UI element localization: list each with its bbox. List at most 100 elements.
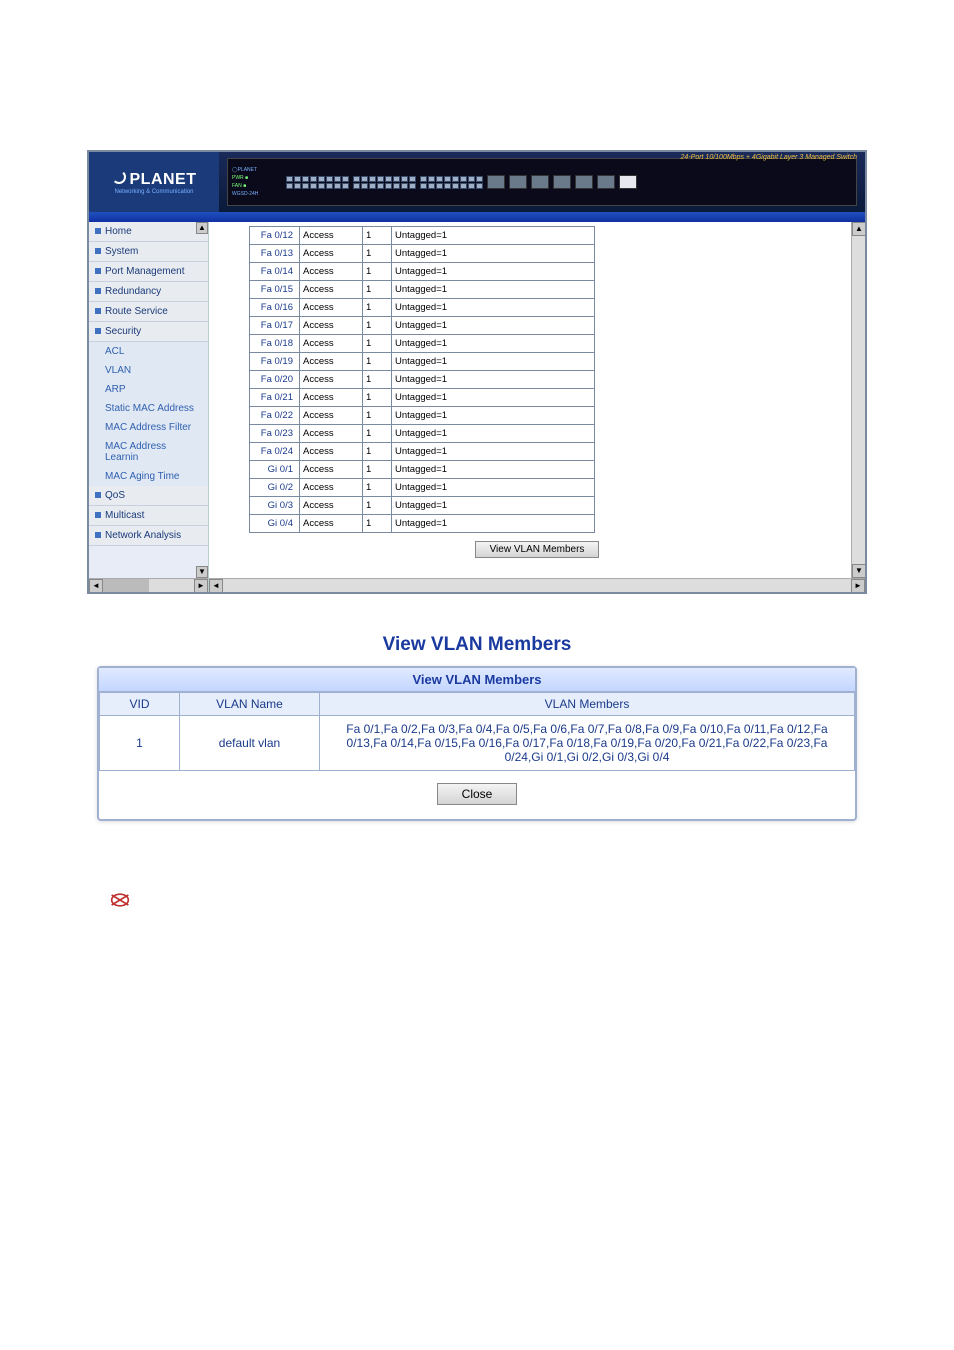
- tag-input[interactable]: [395, 338, 591, 349]
- tag-input[interactable]: [395, 266, 591, 277]
- sidebar-item[interactable]: Security: [89, 322, 208, 342]
- tag-input[interactable]: [395, 374, 591, 385]
- table-row: Fa 0/21: [250, 389, 595, 407]
- sidebar-item[interactable]: Route Service: [89, 302, 208, 322]
- tag-input[interactable]: [395, 392, 591, 403]
- sidebar-subitem[interactable]: MAC Address Learnin: [89, 437, 208, 467]
- sidebar-item[interactable]: Home: [89, 222, 208, 242]
- scroll-up-icon[interactable]: ▲: [196, 222, 208, 234]
- pvid-input[interactable]: [366, 320, 388, 331]
- pvid-input[interactable]: [366, 338, 388, 349]
- tag-input[interactable]: [395, 302, 591, 313]
- pvid-input[interactable]: [366, 500, 388, 511]
- scroll-down-icon[interactable]: ▼: [852, 564, 865, 578]
- sidebar-item[interactable]: Network Analysis: [89, 526, 208, 546]
- mode-input[interactable]: [303, 500, 359, 511]
- mode-input[interactable]: [303, 392, 359, 403]
- pvid-input[interactable]: [366, 392, 388, 403]
- tag-input[interactable]: [395, 284, 591, 295]
- tag-input[interactable]: [395, 464, 591, 475]
- mode-input[interactable]: [303, 230, 359, 241]
- pvid-input[interactable]: [366, 428, 388, 439]
- pvid-input[interactable]: [366, 464, 388, 475]
- mode-input[interactable]: [303, 320, 359, 331]
- scroll-left-icon[interactable]: ◄: [89, 579, 103, 592]
- cell-mode: [300, 497, 363, 515]
- close-button[interactable]: Close: [437, 783, 518, 805]
- pvid-input[interactable]: [366, 266, 388, 277]
- sidebar-item[interactable]: Port Management: [89, 262, 208, 282]
- pvid-input[interactable]: [366, 374, 388, 385]
- sidebar-subitem[interactable]: MAC Address Filter: [89, 418, 208, 437]
- mode-input[interactable]: [303, 248, 359, 259]
- tag-input[interactable]: [395, 500, 591, 511]
- scroll-right-icon[interactable]: ►: [194, 579, 208, 592]
- top-banner: PLANET Networking & Communication 24-Por…: [89, 152, 865, 212]
- sfp-slot: [531, 175, 549, 189]
- table-row: Fa 0/24: [250, 443, 595, 461]
- content-vert-scrollbar[interactable]: ▲ ▼: [851, 222, 865, 578]
- tag-input[interactable]: [395, 410, 591, 421]
- cell-port: Fa 0/22: [250, 407, 300, 425]
- mode-input[interactable]: [303, 338, 359, 349]
- cell-port: Fa 0/13: [250, 245, 300, 263]
- tag-input[interactable]: [395, 482, 591, 493]
- sidebar-subitem[interactable]: VLAN: [89, 361, 208, 380]
- sfp-slot: [509, 175, 527, 189]
- sidebar-subitem[interactable]: ARP: [89, 380, 208, 399]
- tag-input[interactable]: [395, 320, 591, 331]
- mode-input[interactable]: [303, 428, 359, 439]
- scroll-left-icon[interactable]: ◄: [209, 579, 223, 592]
- sidebar-item[interactable]: Redundancy: [89, 282, 208, 302]
- sidebar-subitem[interactable]: MAC Aging Time: [89, 467, 208, 486]
- cell-tag: [392, 479, 595, 497]
- mode-input[interactable]: [303, 464, 359, 475]
- tag-input[interactable]: [395, 428, 591, 439]
- pvid-input[interactable]: [366, 284, 388, 295]
- pvid-input[interactable]: [366, 446, 388, 457]
- sidebar-subitem[interactable]: ACL: [89, 342, 208, 361]
- mode-input[interactable]: [303, 410, 359, 421]
- square-bullet-icon: [95, 328, 101, 334]
- pvid-input[interactable]: [366, 356, 388, 367]
- sidebar-horiz-scrollbar[interactable]: ◄ ►: [89, 578, 208, 592]
- cell-tag: [392, 461, 595, 479]
- cell-mode: [300, 263, 363, 281]
- sidebar-item-label: Home: [105, 226, 132, 237]
- port-group-1: [286, 176, 349, 189]
- tag-input[interactable]: [395, 446, 591, 457]
- sidebar-item-label: MAC Address Learnin: [105, 441, 166, 463]
- cell-pvid: [363, 317, 392, 335]
- sidebar-item[interactable]: Multicast: [89, 506, 208, 526]
- mode-input[interactable]: [303, 446, 359, 457]
- mode-input[interactable]: [303, 374, 359, 385]
- brand-subtext: Networking & Communication: [114, 189, 193, 195]
- cell-pvid: [363, 425, 392, 443]
- scroll-up-icon[interactable]: ▲: [852, 222, 865, 236]
- pvid-input[interactable]: [366, 482, 388, 493]
- mode-input[interactable]: [303, 284, 359, 295]
- scroll-right-icon[interactable]: ►: [851, 579, 865, 592]
- pvid-input[interactable]: [366, 230, 388, 241]
- pvid-input[interactable]: [366, 518, 388, 529]
- mode-input[interactable]: [303, 302, 359, 313]
- pvid-input[interactable]: [366, 248, 388, 259]
- mode-input[interactable]: [303, 356, 359, 367]
- tag-input[interactable]: [395, 248, 591, 259]
- sidebar-item[interactable]: System: [89, 242, 208, 262]
- tag-input[interactable]: [395, 518, 591, 529]
- sidebar-item[interactable]: QoS: [89, 486, 208, 506]
- scroll-down-icon[interactable]: ▼: [196, 566, 208, 578]
- pvid-input[interactable]: [366, 302, 388, 313]
- mode-input[interactable]: [303, 482, 359, 493]
- view-vlan-members-button[interactable]: View VLAN Members: [475, 541, 600, 558]
- sidebar-subitem[interactable]: Static MAC Address: [89, 399, 208, 418]
- mode-input[interactable]: [303, 518, 359, 529]
- cell-mode: [300, 407, 363, 425]
- mode-input[interactable]: [303, 266, 359, 277]
- tag-input[interactable]: [395, 356, 591, 367]
- pvid-input[interactable]: [366, 410, 388, 421]
- planet-mini-icon: ◯PLANET: [232, 167, 282, 173]
- tag-input[interactable]: [395, 230, 591, 241]
- content-horiz-scrollbar[interactable]: ◄ ►: [209, 578, 865, 592]
